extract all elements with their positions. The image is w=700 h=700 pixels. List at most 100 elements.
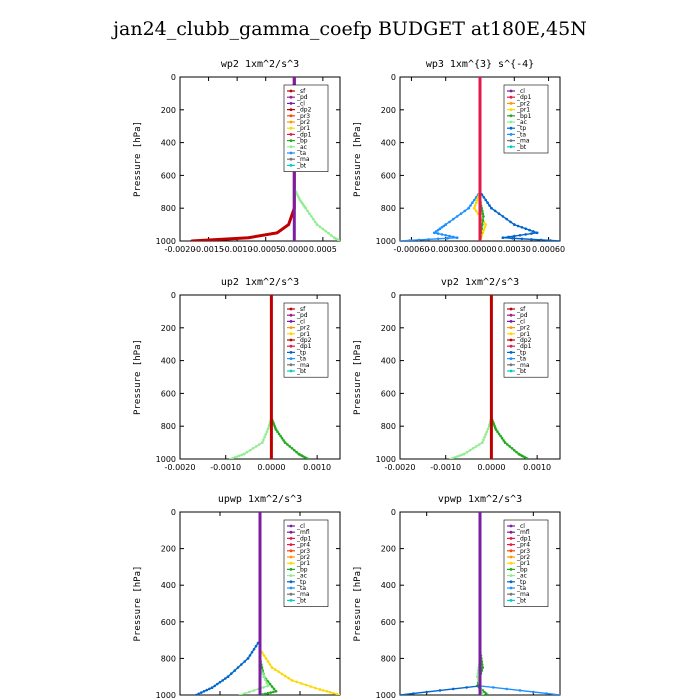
series-marker-ac xyxy=(257,443,261,446)
legend-marker xyxy=(509,363,513,367)
series-marker-sf xyxy=(287,223,290,226)
series-marker-ta xyxy=(452,235,455,239)
series-marker-ac xyxy=(235,455,239,458)
legend-marker xyxy=(289,543,293,546)
legend-marker xyxy=(509,120,513,124)
legend-marker xyxy=(509,549,513,553)
series-line-tp xyxy=(195,512,261,695)
legend-marker xyxy=(509,89,513,93)
series-marker-tp xyxy=(425,690,429,694)
y-tick-label: 0 xyxy=(171,73,176,82)
legend-label: _pr1 xyxy=(516,331,530,338)
series-marker-tp xyxy=(226,675,230,678)
series-marker-ac xyxy=(484,433,488,436)
series-marker-sf xyxy=(281,227,285,230)
x-tick-label: 0.0000 xyxy=(477,463,505,472)
legend-label: _bt xyxy=(516,144,527,151)
legend-label: _dp2 xyxy=(516,337,532,344)
series-marker-ta xyxy=(455,236,459,239)
series-marker-tp xyxy=(240,663,243,666)
series-marker-ta xyxy=(444,234,448,237)
series-marker-ac xyxy=(262,438,265,442)
legend-marker xyxy=(289,568,293,571)
legend-marker xyxy=(509,313,513,317)
series-marker-bp xyxy=(279,434,282,438)
legend-marker xyxy=(289,580,293,584)
legend-marker xyxy=(509,580,513,584)
series-line-sf xyxy=(191,77,296,241)
legend-label: _sf xyxy=(296,88,306,95)
legend-label: _dp1 xyxy=(296,131,312,138)
series-marker-bp xyxy=(272,690,275,694)
series-marker-sf xyxy=(190,239,193,241)
legend-marker xyxy=(289,363,293,367)
series-marker-ta xyxy=(446,237,449,240)
series-marker-ac xyxy=(240,453,243,457)
series-line-tp xyxy=(400,512,481,695)
series-marker-ac xyxy=(462,452,466,456)
y-tick-label: 400 xyxy=(161,581,176,590)
series-marker-bp xyxy=(481,219,485,222)
y-tick-label: 1000 xyxy=(376,455,396,464)
y-axis-label: Pressure [hPa] xyxy=(133,339,143,415)
y-tick-label: 200 xyxy=(381,545,396,554)
series-marker-tp xyxy=(252,648,256,651)
legend-marker xyxy=(509,586,513,590)
chart-panel-3: up2 1xm^2/s^3 Pressure [hPa] 0 200 400 600 800… xyxy=(133,277,341,472)
y-tick-label: 0 xyxy=(391,73,396,82)
y-tick-label: 1000 xyxy=(376,237,396,246)
series-marker-tp xyxy=(200,691,203,694)
y-tick-label: 800 xyxy=(161,422,176,431)
y-tick-label: 600 xyxy=(381,171,396,180)
legend-label: _pr3 xyxy=(516,548,530,555)
plot-frame xyxy=(399,294,561,460)
x-tick-label: -0.0020 xyxy=(165,245,196,254)
legend-label: _bt xyxy=(296,162,307,169)
legend-label: _ac xyxy=(296,144,307,151)
panel-title: upwp 1xm^2/s^3 xyxy=(218,494,302,505)
legend-marker xyxy=(289,126,293,130)
series-marker-ac xyxy=(487,424,491,428)
series-marker-sf xyxy=(209,238,212,241)
series-marker-ac xyxy=(254,445,258,448)
legend-marker xyxy=(509,126,513,130)
legend-label: _ac xyxy=(516,573,527,580)
legend-marker xyxy=(289,114,293,118)
legend-marker xyxy=(509,574,513,577)
series-marker-bp xyxy=(481,212,485,215)
y-tick-label: 200 xyxy=(161,106,176,115)
legend-label: _ma xyxy=(516,138,530,145)
series-marker-bp xyxy=(481,666,485,669)
legend-label: _dp1 xyxy=(296,343,312,350)
legend-marker xyxy=(289,338,293,342)
series-marker-bp xyxy=(492,422,496,426)
series-marker-tp xyxy=(205,688,208,692)
legend-label: _pr1 xyxy=(296,331,310,338)
series-marker-bp xyxy=(288,445,292,448)
series-marker-sf xyxy=(270,348,273,352)
legend-marker xyxy=(509,108,513,111)
series-marker-bp xyxy=(484,692,488,695)
series-marker-bp xyxy=(274,690,278,693)
series-marker-ac xyxy=(338,239,340,241)
chart-panel-5: upwp 1xm^2/s^3 Pressure [hPa] 0 200 400 600 80… xyxy=(133,494,357,700)
series-marker-sf xyxy=(285,224,289,228)
legend-label: _pr4 xyxy=(296,542,310,549)
series-marker-cl xyxy=(478,512,482,514)
legend-marker xyxy=(289,151,293,155)
series-marker-dp1 xyxy=(478,130,482,133)
series-marker-tp xyxy=(208,687,211,691)
series-marker-ta xyxy=(463,209,467,213)
series-marker-ta xyxy=(438,227,442,230)
series-marker-bp xyxy=(282,439,285,442)
series-marker-ac xyxy=(468,449,472,452)
series-marker-sf xyxy=(247,236,250,239)
legend-marker xyxy=(509,332,513,336)
series-marker-sf xyxy=(261,234,265,237)
series-marker-ac xyxy=(231,456,234,459)
legend-label: _pr2 xyxy=(296,119,310,126)
series-marker-ta xyxy=(459,212,463,215)
plot-frame xyxy=(179,76,341,242)
series-marker-tp xyxy=(486,201,489,204)
series-group xyxy=(400,512,560,695)
